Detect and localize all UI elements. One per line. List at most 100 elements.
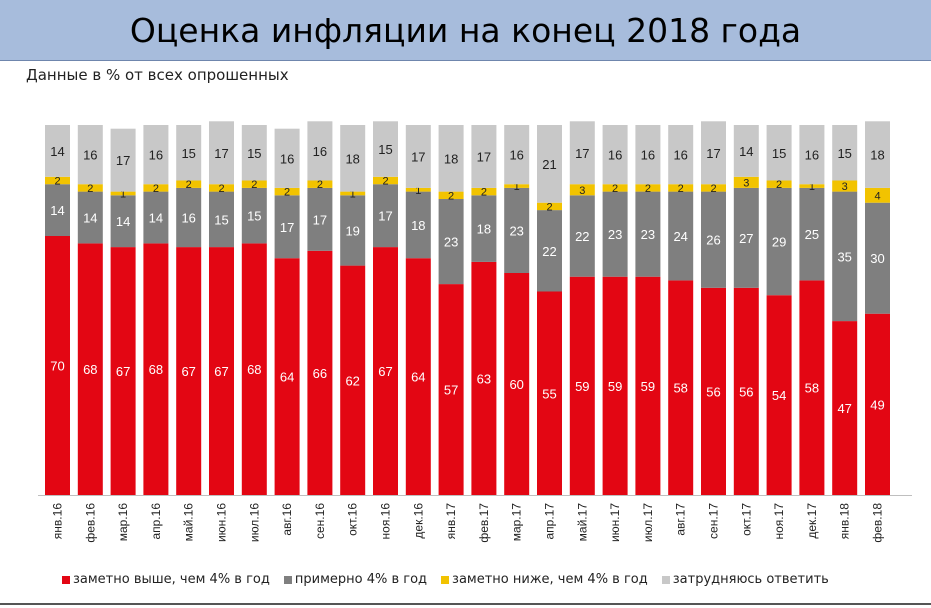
data-label: 23 (444, 235, 458, 250)
bar-segment-unsure (701, 121, 726, 185)
bar-segment-unsure (504, 125, 530, 185)
bar-segment-above (241, 243, 267, 495)
bar-segment-unsure (537, 125, 562, 203)
data-label: 3 (842, 181, 848, 193)
legend-label-above: заметно выше, чем 4% в год (73, 572, 270, 587)
bar-segment-above (373, 247, 398, 495)
x-tick-label: дек.17 (805, 503, 819, 539)
bar-segment-below (110, 191, 136, 196)
title-bar: Оценка инфляции на конец 2018 года (0, 0, 931, 61)
data-label: 17 (575, 146, 589, 161)
data-label: 70 (50, 359, 64, 374)
data-label: 18 (870, 148, 884, 163)
data-label: 3 (579, 185, 585, 197)
bar-segment-unsure (471, 125, 497, 188)
data-label: 64 (280, 370, 294, 385)
bar-segment-about (405, 191, 431, 259)
x-tick-label: июл.16 (247, 503, 261, 542)
data-label: 2 (284, 187, 290, 199)
bar-segment-above (504, 273, 530, 495)
x-tick-label: май.17 (575, 503, 589, 542)
bar-segment-below (602, 184, 628, 192)
bar-segment-unsure (635, 125, 661, 185)
bar-segment-about (307, 187, 333, 251)
bar-segment-about (373, 184, 398, 248)
data-label: 68 (83, 362, 97, 377)
x-tick-label: ноя.17 (772, 503, 786, 540)
data-label: 15 (247, 146, 261, 161)
bar-segment-below (340, 191, 366, 196)
data-label: 16 (83, 148, 97, 163)
data-label: 67 (214, 364, 228, 379)
legend-swatch-about (283, 575, 292, 584)
bar-segment-unsure (668, 125, 694, 185)
data-label: 29 (772, 235, 786, 250)
data-label: 2 (251, 179, 257, 191)
data-label: 4 (874, 190, 880, 202)
bar-segment-about (45, 184, 70, 236)
data-label: 2 (218, 183, 224, 195)
bar-segment-above (77, 243, 103, 495)
legend-label-unsure: затрудняюсь ответить (672, 572, 829, 587)
data-label: 19 (345, 223, 359, 238)
bar-segment-below (45, 176, 70, 185)
bar-segment-unsure (799, 125, 825, 185)
data-label: 2 (153, 183, 159, 195)
data-label: 23 (509, 223, 523, 238)
data-label: 14 (50, 203, 64, 218)
data-label: 1 (415, 185, 421, 197)
data-label: 55 (542, 386, 556, 401)
data-label: 17 (378, 209, 392, 224)
bar-segment-below (668, 184, 694, 192)
bar-segment-above (733, 287, 759, 495)
bar-segment-below (241, 180, 267, 188)
bar-segment-unsure (307, 121, 333, 181)
data-label: 15 (214, 212, 228, 227)
data-label: 3 (743, 177, 749, 189)
bar-segment-above (832, 321, 858, 495)
bar-segment-below (307, 180, 333, 188)
bar-segment-about (143, 191, 169, 244)
bar-segment-about (701, 191, 726, 288)
bar-segment-above (176, 247, 202, 495)
bar-segment-below (537, 202, 562, 211)
data-label: 56 (739, 384, 753, 399)
data-label: 2 (612, 183, 618, 195)
data-label: 16 (608, 148, 622, 163)
x-tick-label: янв.16 (51, 503, 65, 540)
legend-swatch-below (441, 575, 450, 584)
x-tick-label: авг.17 (674, 503, 688, 536)
data-label: 1 (120, 188, 126, 200)
data-label: 22 (542, 244, 556, 259)
data-label: 68 (149, 362, 163, 377)
bar-segment-below (733, 176, 759, 188)
data-label: 2 (645, 183, 651, 195)
data-label: 56 (706, 384, 720, 399)
data-label: 64 (411, 370, 425, 385)
data-label: 14 (149, 211, 163, 226)
bar-segment-unsure (832, 125, 858, 181)
x-tick-label: июн.17 (608, 503, 622, 542)
bar-segment-about (77, 191, 103, 244)
bar-segment-below (438, 191, 464, 199)
data-label: 16 (805, 148, 819, 163)
bar-segment-about (274, 195, 300, 259)
bar-segment-above (766, 295, 792, 495)
x-tick-label: фев.17 (477, 503, 491, 543)
data-label: 16 (673, 148, 687, 163)
bar-segment-unsure (438, 125, 464, 192)
legend-swatch-above (62, 575, 70, 584)
bar-segment-above (701, 287, 726, 495)
data-label: 58 (805, 381, 819, 396)
x-tick-label: мар.17 (510, 503, 524, 542)
bar-segment-about (733, 187, 759, 288)
data-label: 2 (448, 190, 454, 202)
bar-segment-below (143, 184, 169, 192)
data-label: 15 (247, 209, 261, 224)
data-label: 25 (805, 227, 819, 242)
bar-segment-about (832, 191, 858, 322)
data-label: 59 (641, 379, 655, 394)
data-label: 24 (673, 229, 687, 244)
bar-segment-below (209, 184, 234, 192)
bar-segment-about (176, 187, 202, 248)
